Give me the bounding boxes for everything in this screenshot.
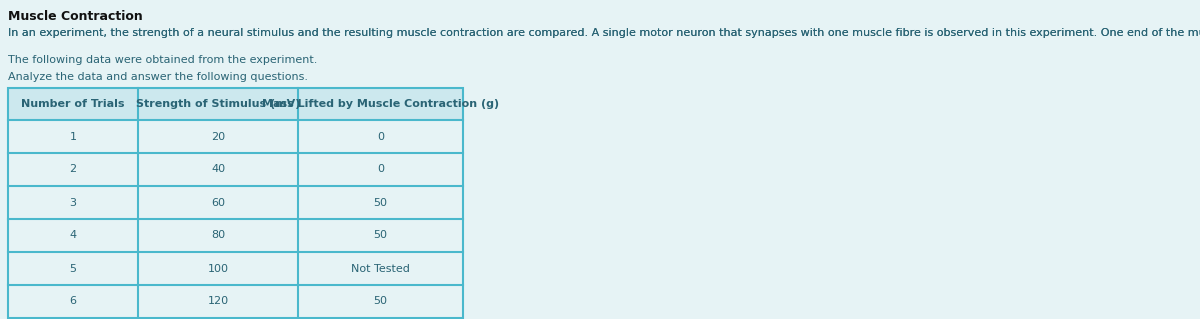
FancyBboxPatch shape <box>8 252 463 285</box>
Text: Number of Trials: Number of Trials <box>22 99 125 109</box>
Text: The following data were obtained from the experiment.: The following data were obtained from th… <box>8 55 317 65</box>
Text: 40: 40 <box>211 165 226 174</box>
Text: In an experiment, the strength of a neural stimulus and the resulting muscle con: In an experiment, the strength of a neur… <box>8 28 1200 38</box>
FancyBboxPatch shape <box>8 153 463 186</box>
Text: 120: 120 <box>208 296 228 307</box>
FancyBboxPatch shape <box>8 219 463 252</box>
FancyBboxPatch shape <box>8 88 463 120</box>
Text: 50: 50 <box>373 231 388 241</box>
Text: In an experiment, the strength of a neural stimulus and the resulting muscle con: In an experiment, the strength of a neur… <box>8 28 1200 38</box>
Text: 50: 50 <box>373 296 388 307</box>
FancyBboxPatch shape <box>8 120 463 153</box>
Text: 6: 6 <box>70 296 77 307</box>
Text: Strength of Stimulus (mV): Strength of Stimulus (mV) <box>136 99 300 109</box>
Text: 60: 60 <box>211 197 226 207</box>
Text: Mass Lifted by Muscle Contraction (g): Mass Lifted by Muscle Contraction (g) <box>262 99 499 109</box>
Text: 0: 0 <box>377 165 384 174</box>
Text: 20: 20 <box>211 131 226 142</box>
FancyBboxPatch shape <box>8 186 463 219</box>
Text: 5: 5 <box>70 263 77 273</box>
Text: 0: 0 <box>377 131 384 142</box>
Text: 1: 1 <box>70 131 77 142</box>
FancyBboxPatch shape <box>8 285 463 318</box>
Text: 80: 80 <box>211 231 226 241</box>
Text: 50: 50 <box>373 197 388 207</box>
Text: 100: 100 <box>208 263 228 273</box>
Text: 4: 4 <box>70 231 77 241</box>
Text: Analyze the data and answer the following questions.: Analyze the data and answer the followin… <box>8 72 308 82</box>
Text: Not Tested: Not Tested <box>352 263 410 273</box>
Text: Muscle Contraction: Muscle Contraction <box>8 10 143 23</box>
Text: 3: 3 <box>70 197 77 207</box>
Text: 2: 2 <box>70 165 77 174</box>
